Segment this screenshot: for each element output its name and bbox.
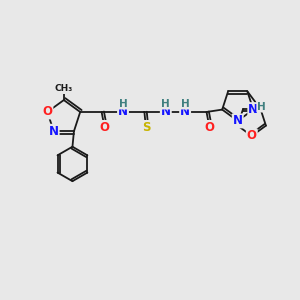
Text: O: O <box>247 129 257 142</box>
Text: O: O <box>205 121 214 134</box>
Text: N: N <box>118 106 128 118</box>
Text: N: N <box>49 125 59 138</box>
Text: N: N <box>233 114 243 128</box>
Text: S: S <box>142 121 150 134</box>
Text: O: O <box>100 121 110 134</box>
Text: N: N <box>248 103 258 116</box>
Text: N: N <box>180 106 190 118</box>
Text: N: N <box>161 106 171 118</box>
Text: O: O <box>42 106 52 118</box>
Text: H: H <box>181 99 190 109</box>
Text: H: H <box>161 99 170 109</box>
Text: CH₃: CH₃ <box>55 84 73 93</box>
Text: H: H <box>257 102 266 112</box>
Text: H: H <box>118 99 127 109</box>
